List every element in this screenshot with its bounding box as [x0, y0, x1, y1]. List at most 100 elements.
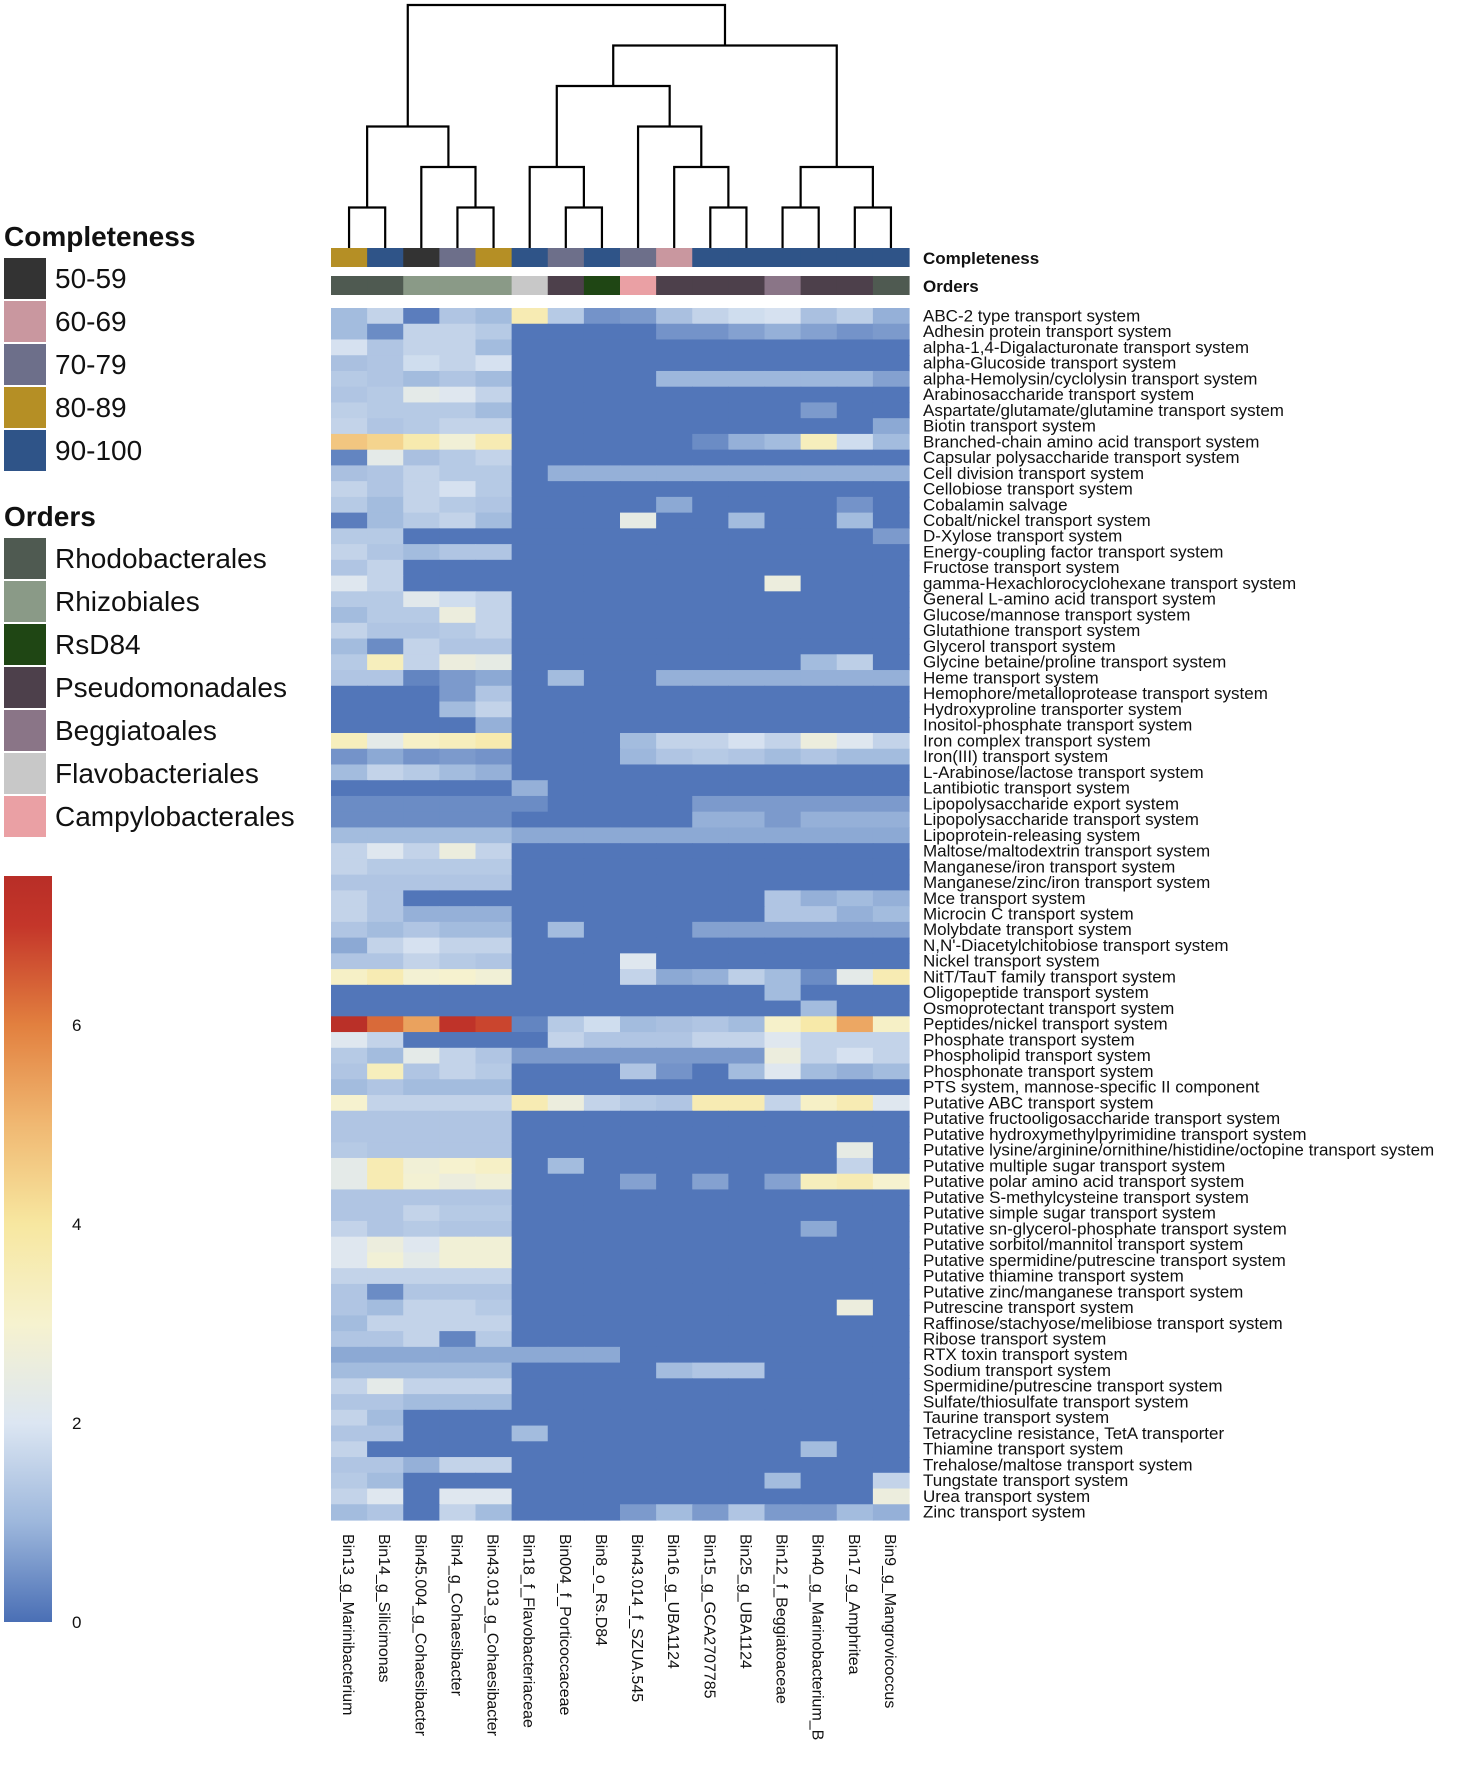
- heatmap-cell: [475, 1016, 513, 1033]
- heatmap-cell: [403, 1488, 440, 1505]
- heatmap-cell: [728, 1457, 766, 1474]
- heatmap-cell: [872, 638, 910, 655]
- heatmap-cell: [692, 402, 729, 419]
- heatmap-cell: [367, 764, 404, 781]
- heatmap-cell: [583, 748, 621, 766]
- heatmap-cell: [656, 559, 693, 577]
- heatmap-cell: [764, 1236, 802, 1254]
- heatmap-cell: [583, 1457, 621, 1474]
- heatmap-cell: [692, 890, 729, 907]
- heatmap-cell: [836, 764, 874, 781]
- heatmap-cell: [692, 827, 729, 844]
- heatmap-cell: [439, 1173, 477, 1191]
- heatmap-cell: [692, 1110, 729, 1128]
- heatmap-cell: [872, 1283, 910, 1301]
- row-label: Taurine transport system: [923, 1408, 1109, 1427]
- heatmap-cell: [656, 1504, 693, 1521]
- heatmap-cell: [872, 1063, 910, 1080]
- heatmap-cell: [475, 465, 513, 482]
- dendrogram-branch: [799, 165, 874, 208]
- heatmap-cell: [475, 1236, 513, 1254]
- heatmap-cell: [656, 1488, 693, 1505]
- heatmap-cell: [800, 1331, 838, 1348]
- heatmap-cell: [872, 1409, 910, 1427]
- heatmap-cell: [439, 1220, 477, 1238]
- heatmap-cell: [836, 449, 874, 466]
- heatmap-cell: [620, 1016, 657, 1033]
- heatmap-cell: [800, 1409, 838, 1427]
- heatmap-cell: [511, 1346, 549, 1364]
- heatmap-cell: [331, 921, 368, 939]
- heatmap-cell: [872, 764, 910, 781]
- completeness-legend-swatch: [4, 387, 46, 428]
- heatmap-cell: [439, 496, 477, 514]
- heatmap-cell: [692, 512, 729, 529]
- heatmap-cell: [583, 874, 621, 891]
- heatmap-cell: [728, 1283, 766, 1301]
- heatmap-cell: [692, 1331, 729, 1348]
- orders-cell: [656, 276, 693, 295]
- heatmap-cell: [547, 308, 585, 325]
- heatmap-cell: [367, 1283, 404, 1301]
- heatmap-cell: [583, 1378, 621, 1395]
- heatmap-cell: [331, 670, 368, 687]
- heatmap-cell: [511, 685, 549, 703]
- column-label: Bin004_f_Porticoccaceae: [556, 1534, 573, 1716]
- heatmap-cell: [764, 559, 802, 577]
- heatmap-cell: [728, 1220, 766, 1238]
- heatmap-cell: [439, 308, 477, 325]
- heatmap-cell: [475, 906, 513, 923]
- heatmap-cell: [692, 323, 729, 341]
- heatmap-cell: [583, 512, 621, 529]
- orders-cell: [475, 276, 513, 295]
- heatmap-cell: [872, 717, 910, 734]
- heatmap-cell: [367, 937, 404, 954]
- heatmap-cell: [367, 1173, 404, 1191]
- heatmap-cell: [872, 1157, 910, 1175]
- heatmap-cell: [872, 1472, 910, 1490]
- row-label: L-Arabinose/lactose transport system: [923, 763, 1204, 782]
- heatmap-cell: [692, 670, 729, 687]
- heatmap-cell: [764, 1425, 802, 1442]
- heatmap-cell: [547, 1157, 585, 1175]
- heatmap-cell: [872, 1299, 910, 1316]
- heatmap-cell: [511, 323, 549, 341]
- heatmap-cell: [439, 1126, 477, 1143]
- heatmap-cell: [403, 1457, 440, 1474]
- heatmap-cell: [728, 1409, 766, 1427]
- heatmap-cell: [547, 969, 585, 986]
- heatmap-cell: [692, 1205, 729, 1222]
- heatmap-cell: [511, 591, 549, 608]
- heatmap-cell: [511, 355, 549, 372]
- heatmap-cell: [692, 1189, 729, 1206]
- heatmap-cell: [547, 717, 585, 734]
- heatmap-cell: [728, 717, 766, 734]
- heatmap-cell: [331, 1126, 368, 1143]
- heatmap-cell: [367, 732, 404, 750]
- heatmap-cell: [620, 402, 657, 419]
- heatmap-cell: [728, 1346, 766, 1364]
- heatmap-cell: [692, 1126, 729, 1143]
- heatmap-cell: [547, 1142, 585, 1159]
- orders-legend-label: Rhodobacterales: [55, 543, 267, 574]
- heatmap-cell: [511, 858, 549, 876]
- heatmap-cell: [331, 685, 368, 703]
- completeness-cell: [583, 248, 621, 267]
- heatmap-cell: [728, 1488, 766, 1505]
- heatmap-cell: [692, 906, 729, 923]
- heatmap-cell: [800, 795, 838, 813]
- column-label: Bin45.004_g_Cohaesibacter: [411, 1534, 428, 1737]
- heatmap-cell: [511, 418, 549, 435]
- heatmap-cell: [547, 1047, 585, 1065]
- row-label: Lipopolysaccharide transport system: [923, 810, 1199, 829]
- heatmap-cell: [800, 402, 838, 419]
- heatmap-cell: [728, 764, 766, 781]
- heatmap-cell: [547, 544, 585, 561]
- heatmap-cell: [728, 575, 766, 592]
- heatmap-cell: [764, 544, 802, 561]
- heatmap-cell: [367, 969, 404, 986]
- heatmap-cell: [872, 1126, 910, 1143]
- heatmap-cell: [620, 717, 657, 734]
- heatmap-cell: [583, 717, 621, 734]
- heatmap-cell: [511, 559, 549, 577]
